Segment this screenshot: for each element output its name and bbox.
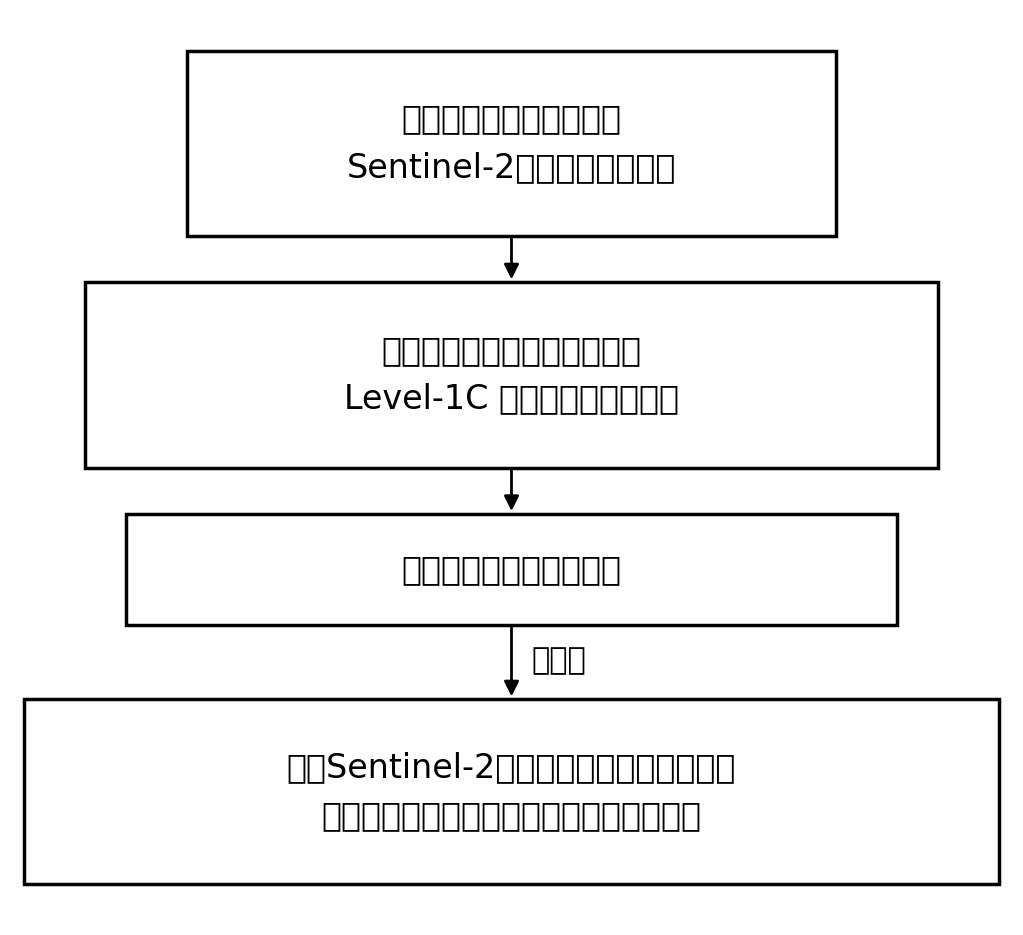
FancyBboxPatch shape	[85, 282, 938, 468]
FancyBboxPatch shape	[187, 50, 836, 236]
Text: 大气校正确定地表反射率: 大气校正确定地表反射率	[401, 553, 622, 586]
Text: 获取棉花不同生长阶段的
Sentinel-2卫星遥感影像数据: 获取棉花不同生长阶段的 Sentinel-2卫星遥感影像数据	[347, 102, 676, 184]
Text: 通过Sentinel-2多光谱卫星数据在可见光到
近红外的多个波段分布，获取多种植被指数: 通过Sentinel-2多光谱卫星数据在可见光到 近红外的多个波段分布，获取多种…	[286, 751, 737, 833]
Text: 辐射校正和几何校正处理得到
Level-1C 大气上层表观反射率: 辐射校正和几何校正处理得到 Level-1C 大气上层表观反射率	[344, 334, 679, 416]
FancyBboxPatch shape	[126, 514, 897, 625]
FancyBboxPatch shape	[25, 699, 998, 885]
Text: 重采样: 重采样	[532, 646, 586, 675]
